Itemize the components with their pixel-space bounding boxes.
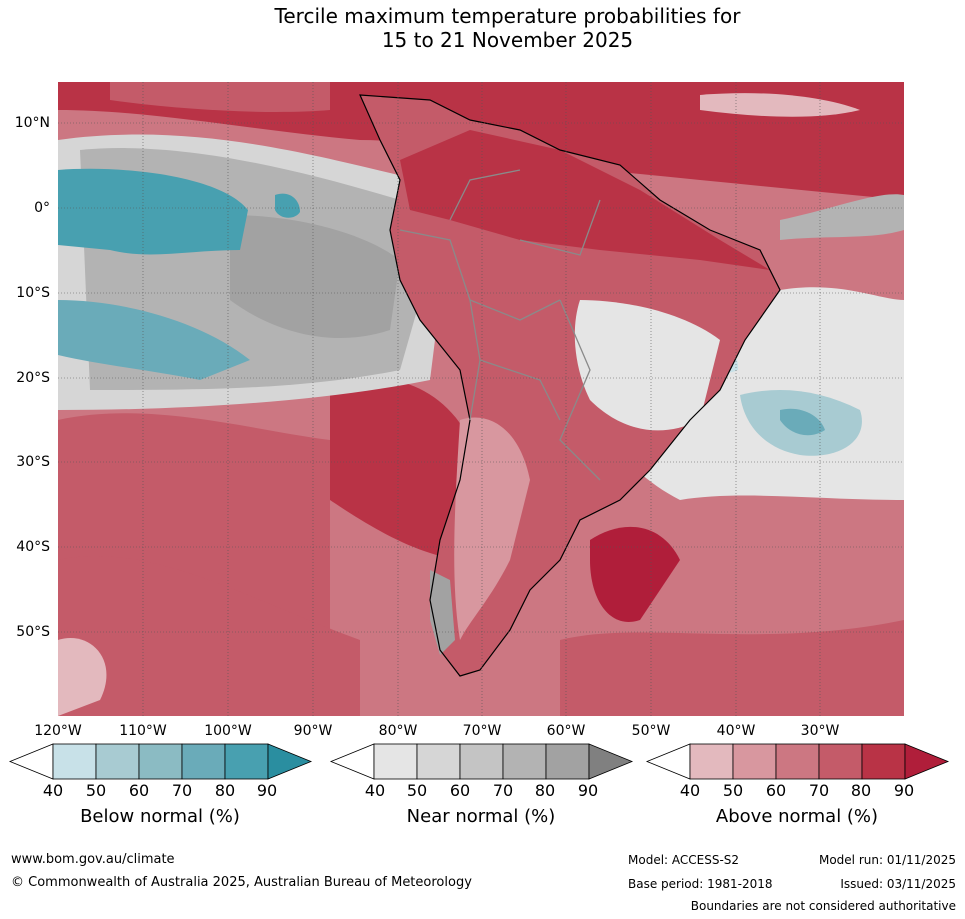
above-normal-title: Above normal (%) [715, 806, 879, 827]
near-bar-segment-3 [459, 743, 504, 780]
lon-label-60w: 60°W [546, 723, 586, 739]
coastline [359, 94, 781, 677]
south-ocean-above-band [58, 556, 360, 716]
lon-label-80w: 80°W [378, 723, 418, 739]
near-normal-title: Near normal (%) [406, 806, 556, 827]
below-bar-segment-2 [95, 743, 140, 780]
below-bar-segment-4 [181, 743, 226, 780]
south-atlantic-above-band [560, 620, 904, 716]
caribbean-light-patch [700, 93, 860, 117]
near-bar-segment-5 [545, 743, 590, 780]
below-bar-segment-1 [52, 743, 97, 780]
above-colour-bar [645, 743, 950, 780]
graticule [58, 82, 904, 716]
copyright-text: © Commonwealth of Australia 2025, Austra… [11, 875, 472, 890]
near-tick-50: 50 [406, 781, 428, 800]
lon-label-40w: 40°W [716, 723, 756, 739]
chart-title: Tercile maximum temperature probabilitie… [0, 4, 965, 52]
above-tick-60: 60 [765, 781, 787, 800]
south-pacific-light-patch [58, 638, 107, 716]
near-bar-low-extend [329, 743, 375, 780]
probability-map [58, 82, 904, 716]
below-bar-low-extend [8, 743, 54, 780]
above-tick-80: 80 [850, 781, 872, 800]
near-bar-high-extend [588, 743, 634, 780]
near-tick-80: 80 [534, 781, 556, 800]
near-bar-segment-1 [373, 743, 418, 780]
lon-label-100w: 100°W [204, 723, 252, 739]
pacific-below-band [58, 300, 250, 380]
near-tick-60: 60 [449, 781, 471, 800]
near-tick-40: 40 [364, 781, 386, 800]
above-tick-40: 40 [679, 781, 701, 800]
north-pacific-above-band [110, 82, 330, 112]
lon-label-50w: 50°W [631, 723, 671, 739]
below-bar-segment-3 [138, 743, 183, 780]
near-bar-segment-2 [416, 743, 461, 780]
map-field [58, 82, 904, 716]
near-bar-segment-4 [502, 743, 547, 780]
model-run-text: Model run: 01/11/2025 [818, 853, 956, 867]
equatorial-pacific-below-strong [58, 168, 248, 255]
near-tick-90: 90 [577, 781, 599, 800]
website-text: www.bom.gov.au/climate [11, 852, 175, 867]
lon-label-30w: 30°W [800, 723, 840, 739]
pacific-near-normal-strong [230, 215, 400, 339]
below-bar-segment-5 [224, 743, 269, 780]
above-tick-50: 50 [722, 781, 744, 800]
below-colour-bar [8, 743, 313, 780]
above-bar-segment-4 [818, 743, 863, 780]
above-bar-segment-3 [775, 743, 820, 780]
base-period-text: Base period: 1981-2018 [628, 877, 773, 891]
brazil-near-normal-region [574, 300, 720, 431]
below-tick-90: 90 [256, 781, 278, 800]
lat-label-10s: 10°S [16, 285, 50, 301]
title-line-2: 15 to 21 November 2025 [381, 28, 634, 52]
lat-label-20s: 20°S [16, 370, 50, 386]
title-line-1: Tercile maximum temperature probabilitie… [274, 4, 741, 28]
lon-label-90w: 90°W [293, 723, 333, 739]
andes-above-light [454, 417, 530, 640]
issued-text: Issued: 03/11/2025 [840, 877, 956, 891]
atlantic-near-normal-strong [780, 194, 904, 240]
amazon-above-strong [400, 130, 770, 270]
below-bar-high-extend [267, 743, 313, 780]
above-bar-low-extend [645, 743, 691, 780]
above-bar-high-extend [904, 743, 950, 780]
below-tick-70: 70 [171, 781, 193, 800]
chile-coast-above-band [330, 376, 470, 560]
below-tick-50: 50 [85, 781, 107, 800]
lat-label-40s: 40°S [16, 539, 50, 555]
near-colour-bar [329, 743, 634, 780]
above-tick-90: 90 [893, 781, 915, 800]
below-normal-title: Below normal (%) [80, 806, 240, 827]
lat-label-10n: 10°N [14, 115, 50, 131]
argentine-sea-above-band [590, 526, 680, 622]
country-boundaries [399, 169, 601, 481]
disclaimer-text: Boundaries are not considered authoritat… [690, 899, 956, 913]
lat-label-30s: 30°S [16, 454, 50, 470]
lon-label-120w: 120°W [34, 723, 82, 739]
model-text: Model: ACCESS-S2 [628, 853, 740, 867]
lat-label-50s: 50°S [16, 624, 50, 640]
lon-label-70w: 70°W [462, 723, 502, 739]
galapagos-below-blob [275, 193, 300, 218]
lon-label-110w: 110°W [119, 723, 167, 739]
above-bar-segment-2 [732, 743, 777, 780]
above-tick-70: 70 [808, 781, 830, 800]
below-tick-80: 80 [214, 781, 236, 800]
near-tick-70: 70 [492, 781, 514, 800]
atlantic-below-strong [780, 408, 825, 436]
above-bar-segment-1 [689, 743, 734, 780]
below-tick-40: 40 [42, 781, 64, 800]
above-bar-segment-5 [861, 743, 906, 780]
lat-label-0: 0° [34, 200, 50, 216]
colour-bars [8, 743, 950, 780]
below-tick-60: 60 [128, 781, 150, 800]
